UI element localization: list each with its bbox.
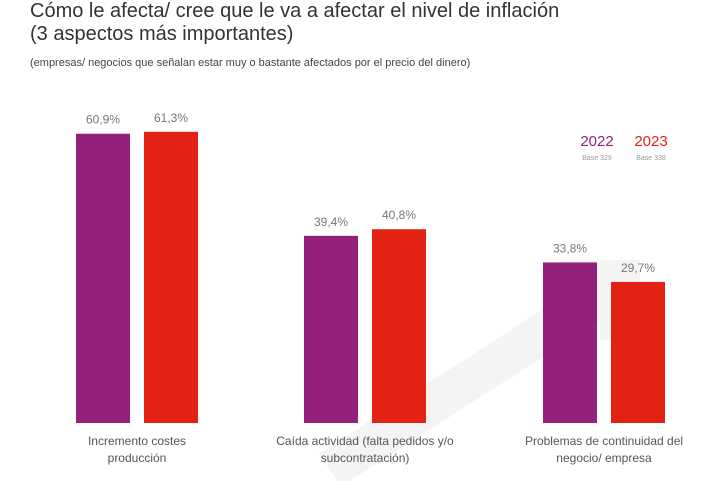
chart-title: Cómo le afecta/ cree que le va a afectar… xyxy=(30,0,559,46)
data-label: 61,3% xyxy=(154,111,188,125)
data-label: 39,4% xyxy=(314,215,348,229)
bar-2023 xyxy=(144,131,198,423)
data-label: 40,8% xyxy=(382,208,416,222)
category-label: Problemas de continuidad del xyxy=(525,434,683,448)
data-label: 60,9% xyxy=(86,113,120,127)
title-line: (3 aspectos más importantes) xyxy=(30,23,294,45)
bar-2022 xyxy=(76,133,130,423)
category-label: Incremento costes xyxy=(88,434,186,448)
data-label: 33,8% xyxy=(553,241,587,255)
legend-base: Base 338 xyxy=(636,155,666,162)
category-label: subcontratación) xyxy=(321,451,410,465)
legend-2022: 2022 xyxy=(580,133,613,150)
bar-2023 xyxy=(372,229,426,423)
bar-2022 xyxy=(543,262,597,423)
data-label: 29,7% xyxy=(621,261,655,275)
legend-2023: 2023 xyxy=(634,133,667,150)
chart-subtitle: (empresas/ negocios que señalan estar mu… xyxy=(30,57,471,69)
title-line: Cómo le afecta/ cree que le va a afectar… xyxy=(30,0,560,22)
category-label: producción xyxy=(108,451,167,465)
category-label: Caída actividad (falta pedidos y/o xyxy=(276,434,454,448)
bar-2023 xyxy=(611,281,665,423)
legend-base: Base 329 xyxy=(582,155,612,162)
bar-2022 xyxy=(304,235,358,423)
category-label: negocio/ empresa xyxy=(556,451,652,465)
